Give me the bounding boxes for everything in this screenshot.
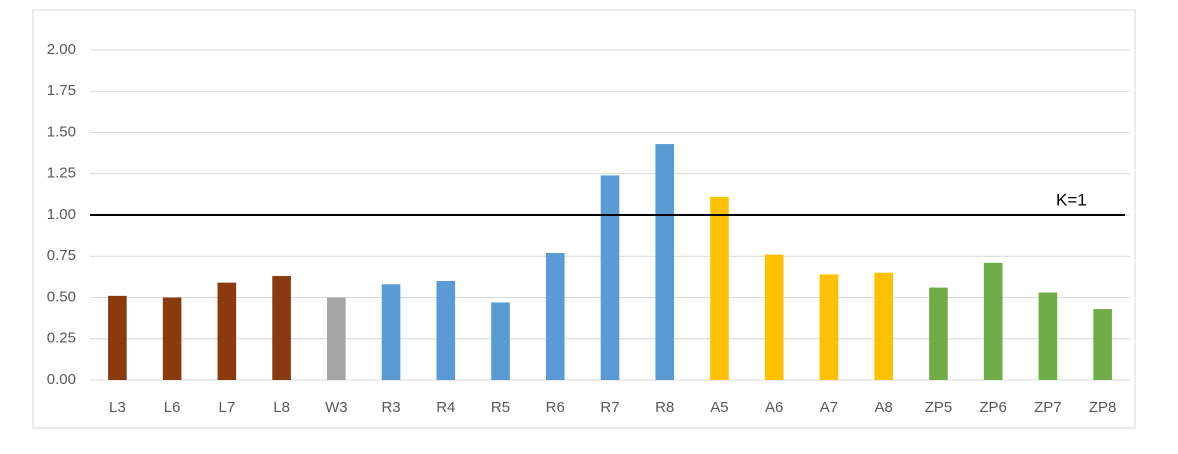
x-tick-label: ZP7 bbox=[1034, 399, 1062, 416]
bar bbox=[710, 196, 729, 380]
x-tick-label: A8 bbox=[875, 399, 893, 416]
x-tick-label: R5 bbox=[491, 399, 510, 416]
bar bbox=[436, 281, 456, 380]
x-tick-label: R8 bbox=[655, 399, 674, 416]
reference-label: K=1 bbox=[1056, 190, 1087, 209]
x-tick-label: L8 bbox=[273, 399, 290, 416]
y-tick-label: 1.75 bbox=[47, 82, 76, 99]
x-tick-label: A6 bbox=[765, 399, 783, 416]
chart-border bbox=[32, 9, 1136, 429]
y-tick-label: 0.25 bbox=[47, 330, 76, 347]
bar bbox=[819, 274, 839, 380]
x-tick-label: ZP5 bbox=[925, 399, 953, 416]
y-tick-label: 0.50 bbox=[47, 288, 76, 305]
x-tick-label: A5 bbox=[710, 399, 728, 416]
x-tick-label: R4 bbox=[436, 399, 455, 416]
x-tick-label: ZP8 bbox=[1089, 399, 1117, 416]
bar bbox=[874, 272, 893, 380]
x-tick-label: L6 bbox=[164, 399, 181, 416]
bar bbox=[108, 295, 127, 380]
bar bbox=[1093, 309, 1112, 380]
bar bbox=[1038, 292, 1058, 380]
bar bbox=[600, 175, 620, 380]
y-tick-label: 0.00 bbox=[47, 371, 76, 388]
x-tick-label: ZP6 bbox=[979, 399, 1007, 416]
y-tick-label: 1.50 bbox=[47, 123, 76, 140]
y-tick-label: 0.75 bbox=[47, 247, 76, 264]
bar bbox=[764, 254, 784, 380]
bar bbox=[545, 252, 565, 380]
x-tick-label: L7 bbox=[218, 399, 235, 416]
x-tick-label: R6 bbox=[546, 399, 565, 416]
x-tick-label: R7 bbox=[600, 399, 619, 416]
bar bbox=[272, 276, 291, 380]
bar bbox=[491, 302, 510, 380]
bar bbox=[929, 287, 948, 380]
bar bbox=[217, 282, 237, 380]
bar bbox=[381, 284, 401, 380]
x-tick-label: L3 bbox=[109, 399, 126, 416]
bar bbox=[327, 297, 346, 380]
y-tick-label: 1.25 bbox=[47, 165, 76, 182]
bar bbox=[983, 262, 1003, 380]
y-tick-label: 1.00 bbox=[47, 206, 76, 223]
bar bbox=[162, 297, 182, 380]
x-tick-label: W3 bbox=[325, 399, 348, 416]
x-tick-label: A7 bbox=[820, 399, 838, 416]
y-tick-label: 2.00 bbox=[47, 41, 76, 58]
x-tick-label: R3 bbox=[381, 399, 400, 416]
bar bbox=[655, 144, 675, 380]
